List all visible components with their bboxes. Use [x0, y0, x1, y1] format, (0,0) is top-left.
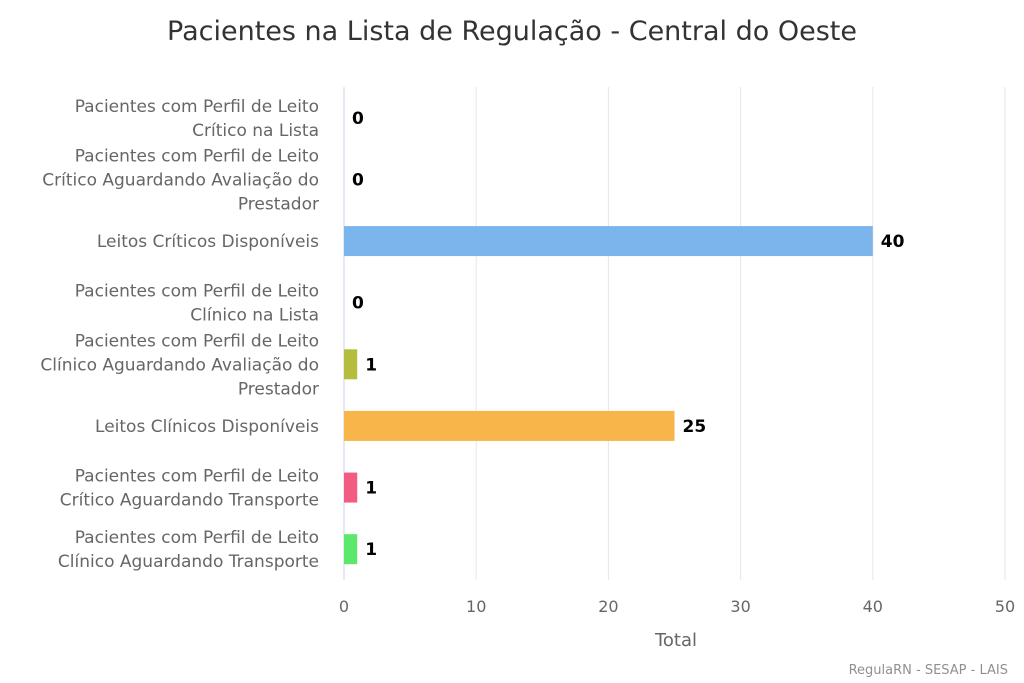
data-labels: 0 0 40 0 1 25 1 1	[352, 109, 905, 560]
x-axis-title: Total	[654, 630, 697, 651]
y-category-label: Leitos Clínicos Disponíveis	[95, 417, 319, 437]
y-category-label-line: Pacientes com Perfil de Leito	[75, 282, 319, 302]
grid-lines	[343, 87, 1006, 580]
y-category-label: Pacientes com Perfil de Leito Clínico na …	[75, 282, 319, 326]
y-category-label-line: Clínico Aguardando Avaliação do	[40, 355, 319, 375]
bars	[344, 226, 873, 565]
y-category-label: Pacientes com Perfil de Leito Clínico Agu…	[58, 528, 319, 572]
data-label: 25	[683, 417, 707, 437]
data-label: 0	[352, 294, 364, 314]
x-tick-label: 0	[339, 597, 349, 616]
y-category-label-line: Pacientes com Perfil de Leito	[75, 528, 319, 548]
y-category-label: Pacientes com Perfil de Leito Crítico Agu…	[42, 146, 319, 214]
y-category-label-line: Pacientes com Perfil de Leito	[75, 331, 319, 351]
y-category-label-line: Crítico na Lista	[192, 121, 319, 141]
x-tick-label: 10	[466, 597, 486, 616]
x-axis-ticks: 0 10 20 30 40 50	[339, 597, 1015, 616]
y-category-label-line: Pacientes com Perfil de Leito	[75, 97, 319, 117]
y-category-label-line: Leitos Clínicos Disponíveis	[95, 417, 319, 437]
y-category-label: Pacientes com Perfil de Leito Crítico Agu…	[60, 467, 319, 511]
x-tick-label: 40	[863, 597, 883, 616]
data-label: 1	[365, 355, 377, 375]
y-category-label: Pacientes com Perfil de Leito Clínico Agu…	[40, 331, 319, 399]
data-label: 40	[881, 232, 905, 252]
data-label: 0	[352, 109, 364, 129]
x-tick-label: 50	[995, 597, 1015, 616]
data-label: 0	[352, 170, 364, 190]
y-category-label-line: Pacientes com Perfil de Leito	[75, 467, 319, 487]
chart-title: Pacientes na Lista de Regulação - Centra…	[167, 16, 857, 47]
y-category-label-line: Leitos Críticos Disponíveis	[97, 232, 319, 252]
y-category-label: Leitos Críticos Disponíveis	[97, 232, 319, 252]
y-category-label-line: Clínico Aguardando Transporte	[58, 552, 319, 572]
y-category-label-line: Crítico Aguardando Avaliação do	[42, 170, 319, 190]
chart-credits[interactable]: RegulaRN - SESAP - LAIS	[849, 663, 1008, 678]
x-tick-label: 30	[730, 597, 750, 616]
y-category-label-line: Crítico Aguardando Transporte	[60, 491, 319, 511]
y-category-label-line: Prestador	[238, 194, 319, 214]
data-label: 1	[365, 479, 377, 499]
data-label: 1	[365, 540, 377, 560]
bar[interactable]	[344, 472, 358, 503]
y-category-label-line: Prestador	[238, 379, 319, 399]
bar[interactable]	[344, 226, 873, 257]
bar[interactable]	[344, 410, 675, 441]
bar[interactable]	[344, 534, 358, 565]
y-category-label: Pacientes com Perfil de Leito Crítico na …	[75, 97, 319, 141]
category-labels: Pacientes com Perfil de Leito Crítico na …	[40, 97, 319, 572]
y-category-label-line: Clínico na Lista	[190, 306, 319, 326]
x-tick-label: 20	[598, 597, 618, 616]
bar[interactable]	[344, 349, 358, 380]
y-category-label-line: Pacientes com Perfil de Leito	[75, 146, 319, 166]
